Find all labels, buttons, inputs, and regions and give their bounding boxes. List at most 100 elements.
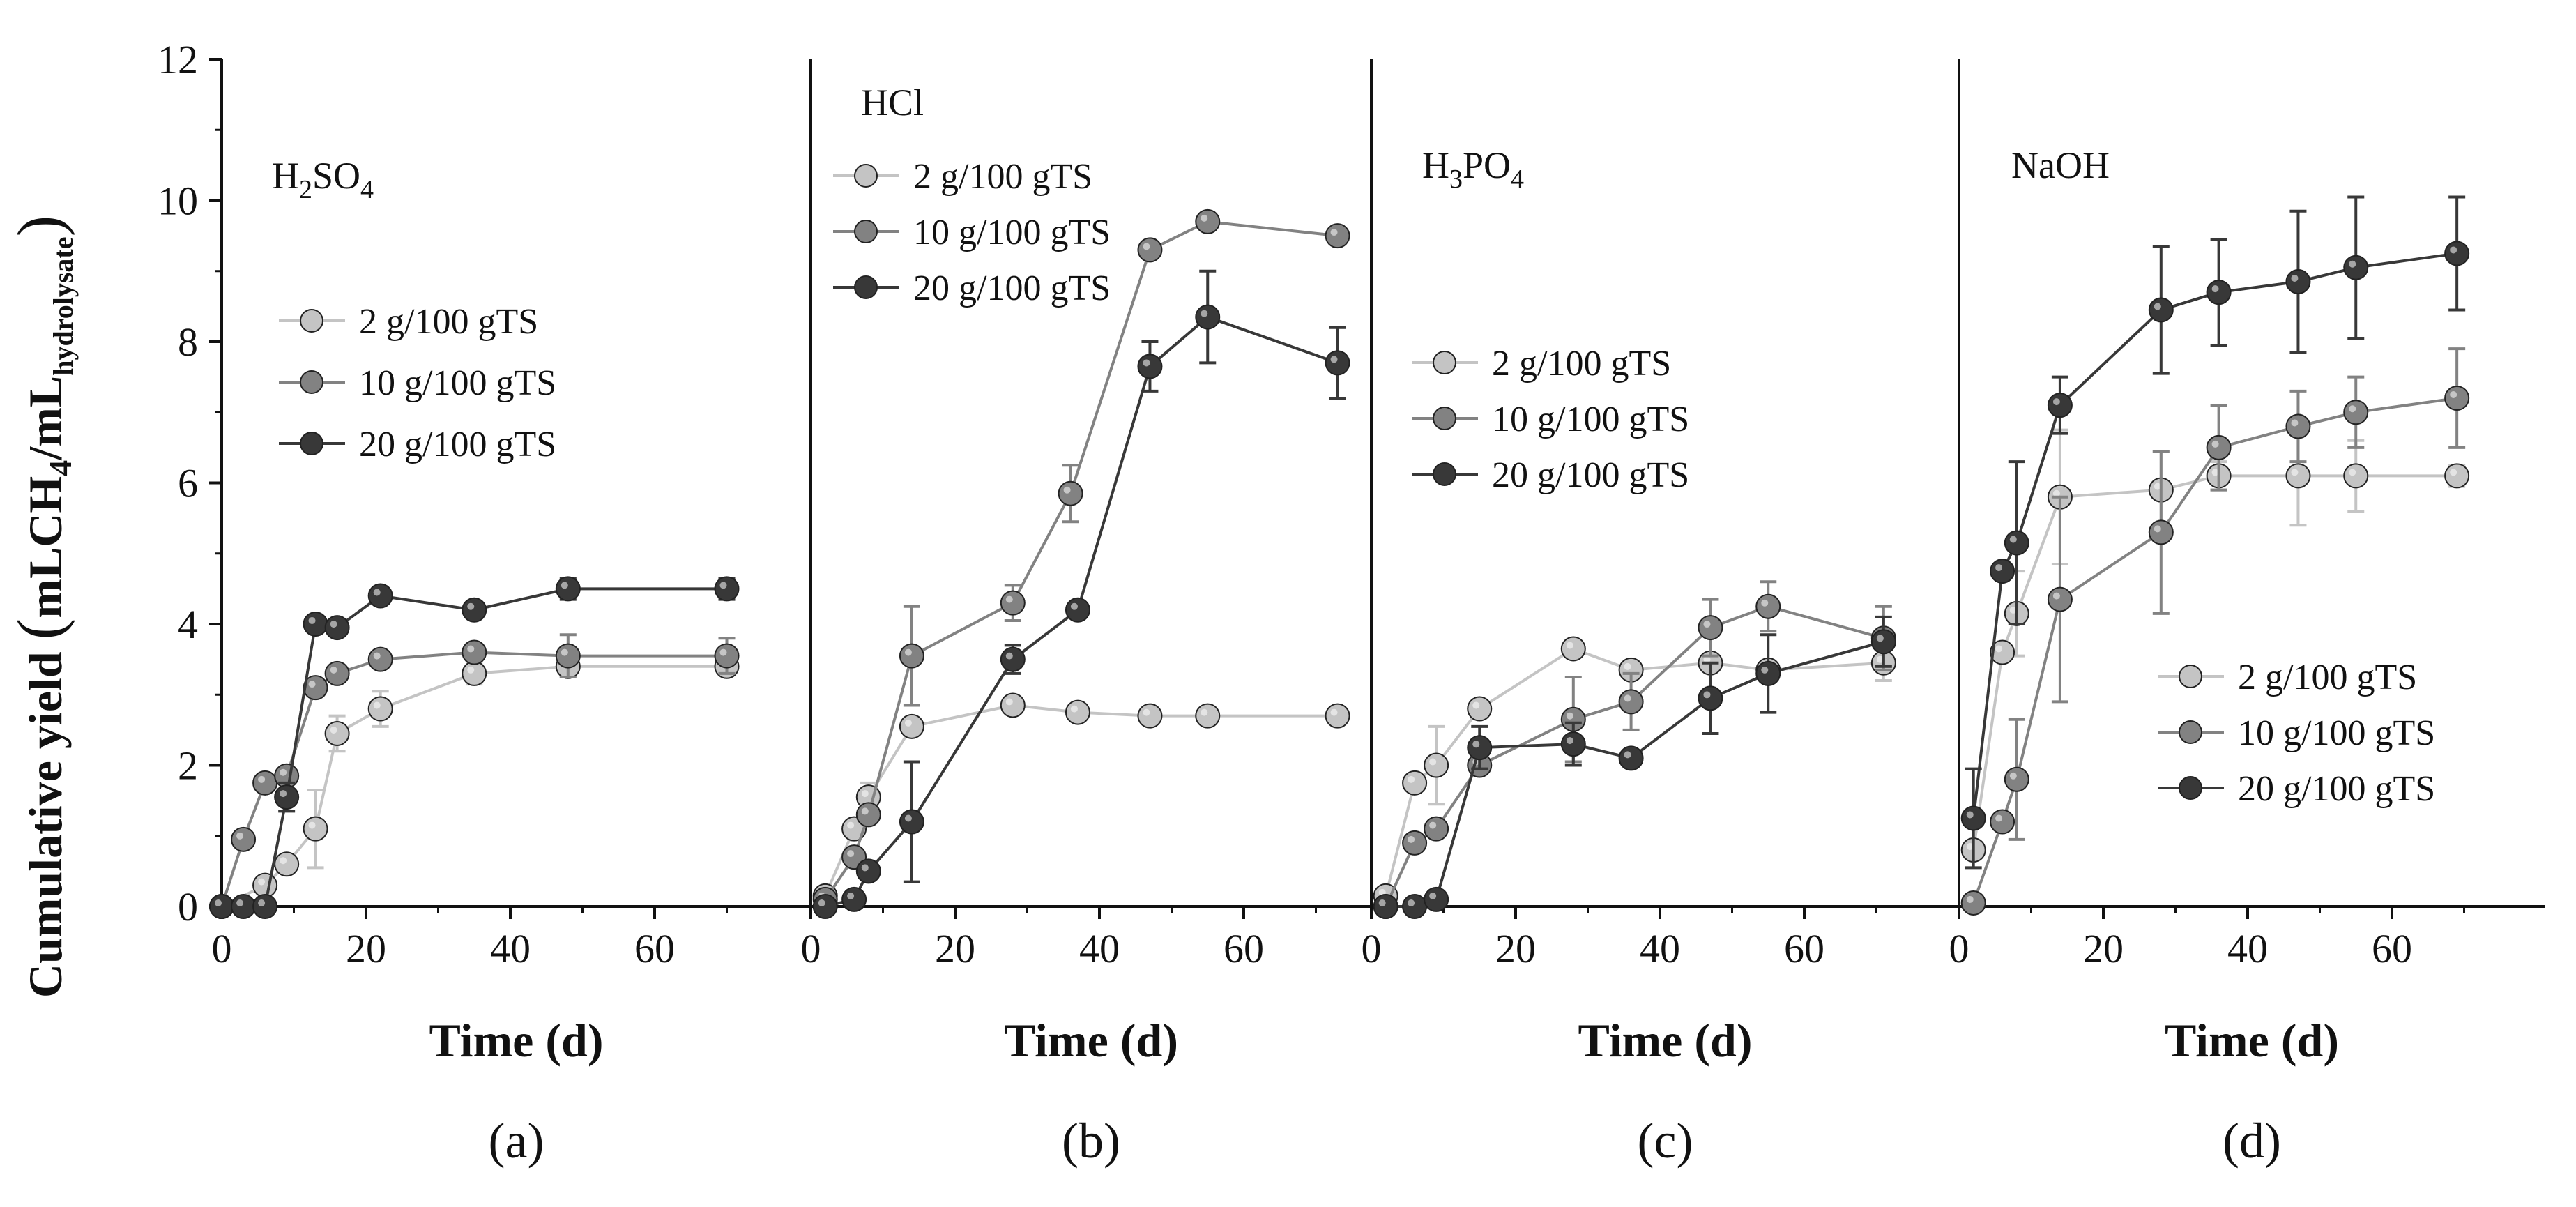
data-point [2047, 393, 2073, 418]
series-line [1384, 647, 1884, 897]
data-point [462, 597, 487, 623]
data-point-highlight [1408, 835, 1415, 843]
data-point-highlight [330, 666, 337, 674]
series-3 [1373, 615, 1896, 919]
data-point [1058, 480, 1083, 506]
data-point [231, 826, 257, 852]
data-point-highlight [2291, 274, 2299, 282]
x-tick-label: 60 [2372, 926, 2412, 971]
data-point-highlight [1201, 310, 1208, 317]
data-point-highlight [1876, 655, 1884, 663]
data-point-highlight [1330, 356, 1338, 363]
legend-swatch-marker [1433, 407, 1456, 430]
x-tick-label: 20 [2083, 926, 2124, 971]
data-point-highlight [1330, 229, 1338, 236]
data-point-highlight [1624, 751, 1631, 759]
legend-swatch-marker [2179, 665, 2202, 688]
data-point-highlight [2349, 469, 2356, 476]
data-point-highlight [1070, 705, 1078, 713]
x-tick-label: 0 [1949, 926, 1969, 971]
legend-entry-label: 10 g/100 gTS [2238, 713, 2435, 753]
data-point-highlight [1761, 666, 1769, 674]
data-point [1000, 646, 1026, 672]
data-point-highlight [1005, 698, 1013, 706]
x-tick-label: 20 [346, 926, 386, 971]
data-point [555, 643, 581, 669]
data-point-highlight [719, 582, 727, 589]
data-point-highlight [1966, 895, 1974, 903]
data-point-highlight [2349, 405, 2356, 413]
data-point [462, 639, 487, 665]
data-point [2047, 586, 2073, 612]
data-point [252, 770, 278, 796]
x-tick-label: 60 [1784, 926, 1824, 971]
panel-label: (a) [489, 1113, 544, 1169]
data-point [209, 894, 234, 919]
data-point-highlight [280, 768, 287, 776]
panel-label: (d) [2223, 1113, 2281, 1169]
data-point [1195, 304, 1221, 330]
data-point [1137, 354, 1163, 379]
data-point [231, 894, 257, 919]
legend-entry-label: 2 g/100 gTS [359, 302, 538, 342]
data-point [1137, 237, 1163, 263]
data-point [324, 615, 350, 641]
series-3 [812, 269, 1350, 919]
series-3 [1960, 195, 2470, 870]
x-tick-label: 0 [1362, 926, 1382, 971]
data-point-highlight [1143, 708, 1150, 716]
data-point [2004, 530, 2029, 556]
legend-swatch-marker [854, 164, 878, 188]
data-point [1560, 636, 1586, 662]
data-point [1325, 223, 1350, 249]
x-axis-label: Time (d) [2165, 1014, 2339, 1067]
legend-entry-label: 20 g/100 gTS [359, 425, 556, 464]
data-point [367, 646, 393, 672]
data-point [1402, 830, 1428, 856]
legend-swatch-marker [300, 309, 323, 333]
data-point-highlight [1143, 359, 1150, 367]
y-tick-label: 10 [158, 179, 198, 224]
data-point [855, 802, 881, 828]
x-axis-label: Time (d) [1578, 1014, 1753, 1067]
data-point-highlight [1966, 811, 1974, 819]
data-point-highlight [373, 701, 381, 709]
series-2 [1373, 580, 1896, 919]
data-point [1325, 703, 1350, 729]
y-tick-label: 12 [158, 37, 198, 82]
data-point [303, 612, 328, 637]
data-point-highlight [1201, 708, 1208, 716]
data-point-highlight [861, 807, 869, 815]
panel-c: 0 20 40 60 Time (d) (c) H3PO4 2 g/100 gTS 10 g/1… [1362, 59, 1896, 1169]
y-tick-label: 8 [178, 319, 198, 365]
x-tick-label: 40 [2227, 926, 2268, 971]
data-point-highlight [2291, 419, 2299, 427]
data-point-highlight [1472, 741, 1480, 748]
data-point-highlight [2211, 440, 2219, 448]
series-1 [1373, 636, 1896, 909]
data-point-highlight [1143, 243, 1150, 250]
x-tick-label: 60 [634, 926, 675, 971]
data-point [1755, 593, 1781, 619]
data-point-highlight [1005, 595, 1013, 603]
data-point-highlight [236, 899, 244, 906]
data-point-highlight [1378, 899, 1386, 906]
legend-swatch-marker [854, 275, 878, 299]
data-point [2444, 463, 2470, 489]
data-point-highlight [561, 648, 568, 656]
data-point-highlight [2450, 391, 2457, 398]
data-point-highlight [1703, 655, 1711, 663]
legend-entry-label: 20 g/100 gTS [2238, 769, 2435, 809]
data-point-highlight [280, 857, 287, 865]
legend: 2 g/100 gTS 10 g/100 gTS 20 g/100 gTS [833, 157, 1111, 308]
data-point [2343, 255, 2369, 280]
data-point [714, 576, 740, 602]
x-tick-label: 20 [935, 926, 975, 971]
data-point [1618, 689, 1644, 715]
legend-swatch-marker [854, 220, 878, 243]
data-point [2285, 268, 2311, 294]
data-point-highlight [280, 790, 287, 798]
data-point [1065, 699, 1090, 725]
panel-title: HCl [861, 82, 924, 123]
